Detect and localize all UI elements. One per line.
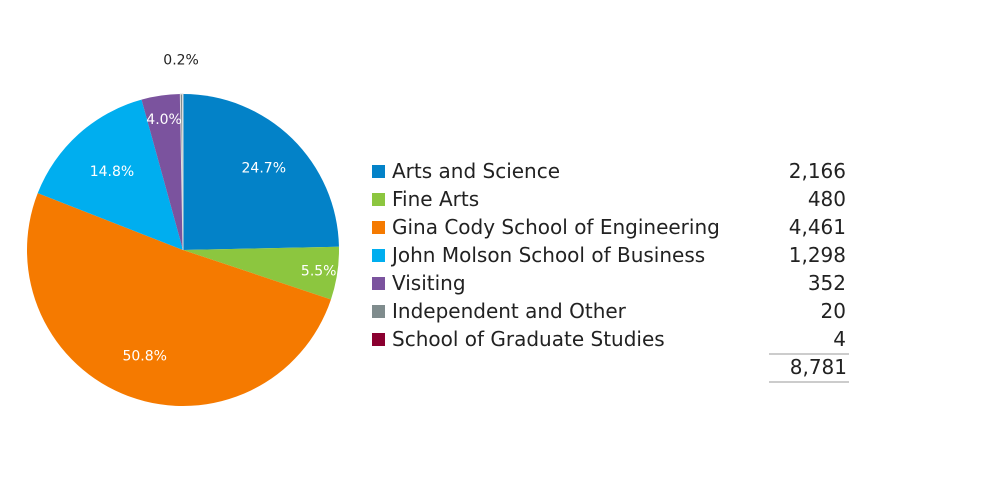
slice-label: 24.7% xyxy=(242,161,286,177)
legend-item: Gina Cody School of Engineering 4,461 xyxy=(372,213,852,241)
legend-swatch xyxy=(372,193,385,206)
legend-swatch xyxy=(372,305,385,318)
legend-label: Arts and Science xyxy=(392,159,561,183)
pie-slice-3 xyxy=(37,99,184,251)
slice-label: 5.5% xyxy=(301,264,337,280)
total-value: 8,781 xyxy=(789,355,847,379)
legend-value: 352 xyxy=(807,271,846,295)
legend-value: 1,298 xyxy=(788,243,846,267)
legend-value: 480 xyxy=(807,187,846,211)
legend-value: 4,461 xyxy=(788,215,846,239)
pie-slice-1 xyxy=(183,246,339,300)
legend-swatch xyxy=(372,277,385,290)
legend-label: Fine Arts xyxy=(392,187,480,211)
legend-swatch xyxy=(372,221,385,234)
slice-label: 4.0% xyxy=(146,112,182,128)
legend-value: 2,166 xyxy=(788,159,846,183)
legend-label: Visiting xyxy=(392,271,466,295)
legend-label: John Molson School of Business xyxy=(392,243,706,267)
legend-swatch xyxy=(372,333,385,346)
slice-label: 14.8% xyxy=(90,164,134,180)
legend: Arts and Science 2,166 Fine Arts 480 Gin… xyxy=(372,157,852,383)
total-cell: 8,781 xyxy=(769,353,849,383)
legend-item: Fine Arts 480 xyxy=(372,185,852,213)
legend-swatch xyxy=(372,249,385,262)
pie-slice-2 xyxy=(27,193,331,406)
pie-slice-4 xyxy=(141,94,183,250)
legend-item: School of Graduate Studies 4 xyxy=(372,325,852,353)
legend-item: Arts and Science 2,166 xyxy=(372,157,852,185)
legend-swatch xyxy=(372,165,385,178)
slice-label: 50.8% xyxy=(122,349,166,365)
pie-slice-0 xyxy=(183,94,339,250)
slice-label: 0.2% xyxy=(163,53,199,69)
legend-value: 20 xyxy=(820,299,846,323)
legend-value: 4 xyxy=(833,327,846,351)
legend-label: Gina Cody School of Engineering xyxy=(392,215,720,239)
legend-label: Independent and Other xyxy=(392,299,626,323)
legend-item: John Molson School of Business 1,298 xyxy=(372,241,852,269)
legend-item: Visiting 352 xyxy=(372,269,852,297)
legend-item: Independent and Other 20 xyxy=(372,297,852,325)
legend-label: School of Graduate Studies xyxy=(392,327,665,351)
